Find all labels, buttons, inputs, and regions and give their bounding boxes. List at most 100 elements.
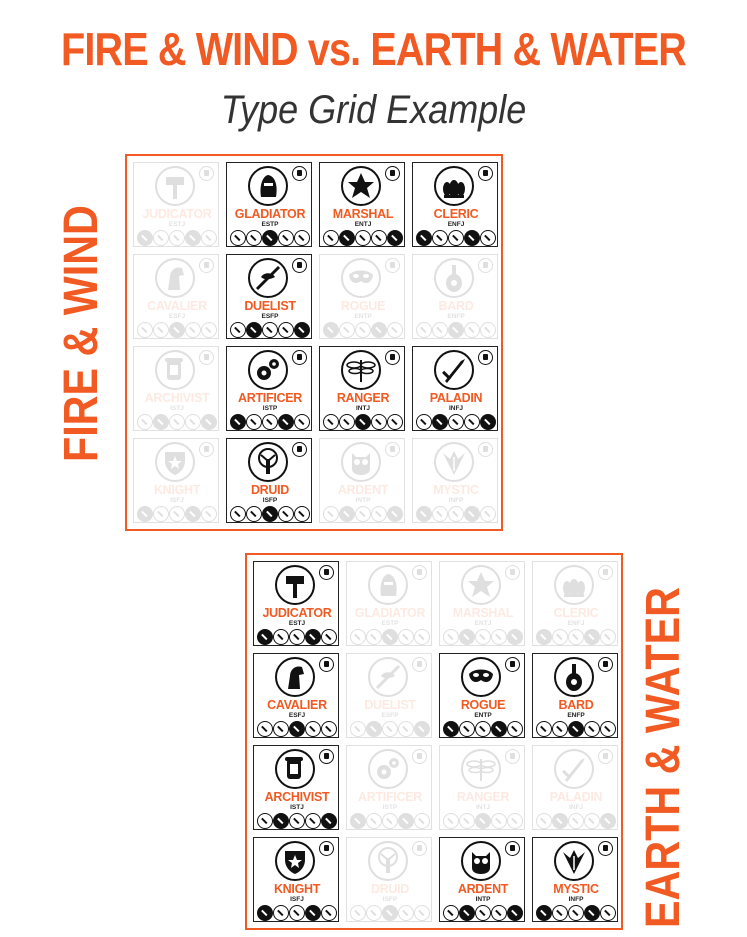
trait-icon bbox=[536, 813, 552, 829]
trait-icon bbox=[185, 414, 201, 430]
type-card-ardent: ARDENT INTP bbox=[439, 837, 525, 922]
element-badge-icon bbox=[319, 657, 334, 672]
trait-icon bbox=[414, 721, 430, 737]
trait-icon bbox=[262, 322, 278, 338]
bird-sword-icon bbox=[248, 258, 288, 298]
card-type-code: INFJ bbox=[448, 405, 464, 412]
card-name: RANGER bbox=[336, 391, 390, 405]
dragonfly-icon bbox=[461, 749, 501, 789]
type-card-mystic: MYSTIC INFP bbox=[412, 438, 498, 523]
trait-icons-row bbox=[137, 414, 217, 430]
horse-icon bbox=[155, 258, 195, 298]
trait-icons-row bbox=[443, 905, 523, 921]
trait-icon bbox=[257, 629, 273, 645]
page-title: FIRE & WIND vs. EARTH & WATER bbox=[61, 23, 687, 75]
trait-icons-row bbox=[230, 322, 310, 338]
trait-icon bbox=[443, 721, 459, 737]
trait-icon bbox=[416, 322, 432, 338]
card-type-code: ENTP bbox=[474, 712, 492, 719]
card-type-code: ISFJ bbox=[290, 896, 304, 903]
trait-icons-row bbox=[350, 629, 430, 645]
trait-icon bbox=[475, 813, 491, 829]
trait-icon bbox=[475, 629, 491, 645]
type-card-cavalier: CAVALIER ESFJ bbox=[133, 254, 219, 339]
trait-icons-row bbox=[443, 721, 523, 737]
trait-icon bbox=[201, 322, 217, 338]
trait-icon bbox=[480, 506, 496, 522]
lotus-icon bbox=[554, 565, 594, 605]
trait-icon bbox=[584, 905, 600, 921]
trait-icons-row bbox=[536, 721, 616, 737]
trait-icon bbox=[201, 506, 217, 522]
mask-icon bbox=[461, 657, 501, 697]
dragonfly-icon bbox=[341, 350, 381, 390]
wings-icon bbox=[434, 442, 474, 482]
trait-icon bbox=[137, 322, 153, 338]
card-name: PALADIN bbox=[429, 391, 483, 405]
trait-icon bbox=[459, 813, 475, 829]
bird-sword-icon bbox=[368, 657, 408, 697]
card-name: KNIGHT bbox=[153, 483, 201, 497]
type-card-archivist: ARCHIVIST ISTJ bbox=[133, 346, 219, 431]
trait-icon bbox=[355, 322, 371, 338]
card-name: MYSTIC bbox=[553, 882, 599, 896]
trait-icon bbox=[350, 905, 366, 921]
trait-icon bbox=[432, 230, 448, 246]
card-name: ARDENT bbox=[457, 882, 509, 896]
trait-icon bbox=[169, 322, 185, 338]
element-badge-icon bbox=[319, 841, 334, 856]
sword-icon bbox=[554, 749, 594, 789]
trait-icon bbox=[305, 721, 321, 737]
element-badge-icon bbox=[598, 657, 613, 672]
type-card-judicator: JUDICATOR ESTJ bbox=[253, 561, 339, 646]
trait-icon bbox=[552, 629, 568, 645]
card-type-code: ESFJ bbox=[288, 712, 306, 719]
card-type-code: ENFP bbox=[567, 712, 585, 719]
trait-icon bbox=[480, 414, 496, 430]
card-type-code: ISTJ bbox=[170, 405, 184, 412]
trait-icons-row bbox=[137, 506, 217, 522]
card-name: GLADIATOR bbox=[354, 606, 426, 620]
type-card-druid: DRUID ISFP bbox=[346, 837, 432, 922]
trait-icons-row bbox=[137, 322, 217, 338]
trait-icons-row bbox=[257, 813, 337, 829]
trait-icons-row bbox=[536, 813, 616, 829]
type-card-marshal: MARSHAL ENTJ bbox=[319, 162, 405, 247]
owl-icon bbox=[461, 841, 501, 881]
trait-icon bbox=[480, 322, 496, 338]
trait-icon bbox=[246, 506, 262, 522]
card-type-code: INTJ bbox=[355, 405, 371, 412]
trait-icon bbox=[278, 506, 294, 522]
card-name: CAVALIER bbox=[267, 698, 327, 712]
trait-icon bbox=[414, 629, 430, 645]
trait-icons-row bbox=[230, 230, 310, 246]
trait-icons-row bbox=[137, 230, 217, 246]
trait-icon bbox=[323, 414, 339, 430]
trait-icon bbox=[153, 230, 169, 246]
type-card-duelist: DUELIST ESFP bbox=[226, 254, 312, 339]
trait-icon bbox=[443, 813, 459, 829]
trait-icons-row bbox=[350, 721, 430, 737]
trait-icon bbox=[230, 414, 246, 430]
trait-icon bbox=[568, 721, 584, 737]
card-name: GLADIATOR bbox=[234, 207, 306, 221]
trait-icons-row bbox=[443, 813, 523, 829]
element-badge-icon bbox=[199, 258, 214, 273]
card-name: ROGUE bbox=[340, 299, 386, 313]
trait-icons-row bbox=[230, 506, 310, 522]
trait-icon bbox=[416, 414, 432, 430]
trait-icon bbox=[169, 414, 185, 430]
trait-icon bbox=[323, 322, 339, 338]
trait-icons-row bbox=[257, 721, 337, 737]
trait-icon bbox=[262, 230, 278, 246]
gears-icon bbox=[368, 749, 408, 789]
element-badge-icon bbox=[199, 166, 214, 181]
element-badge-icon bbox=[385, 442, 400, 457]
tree-icon bbox=[368, 841, 408, 881]
tree-icon bbox=[248, 442, 288, 482]
horse-icon bbox=[275, 657, 315, 697]
trait-icon bbox=[448, 322, 464, 338]
card-name: CLERIC bbox=[433, 207, 479, 221]
type-card-archivist: ARCHIVIST ISTJ bbox=[253, 745, 339, 830]
helmet-icon bbox=[368, 565, 408, 605]
